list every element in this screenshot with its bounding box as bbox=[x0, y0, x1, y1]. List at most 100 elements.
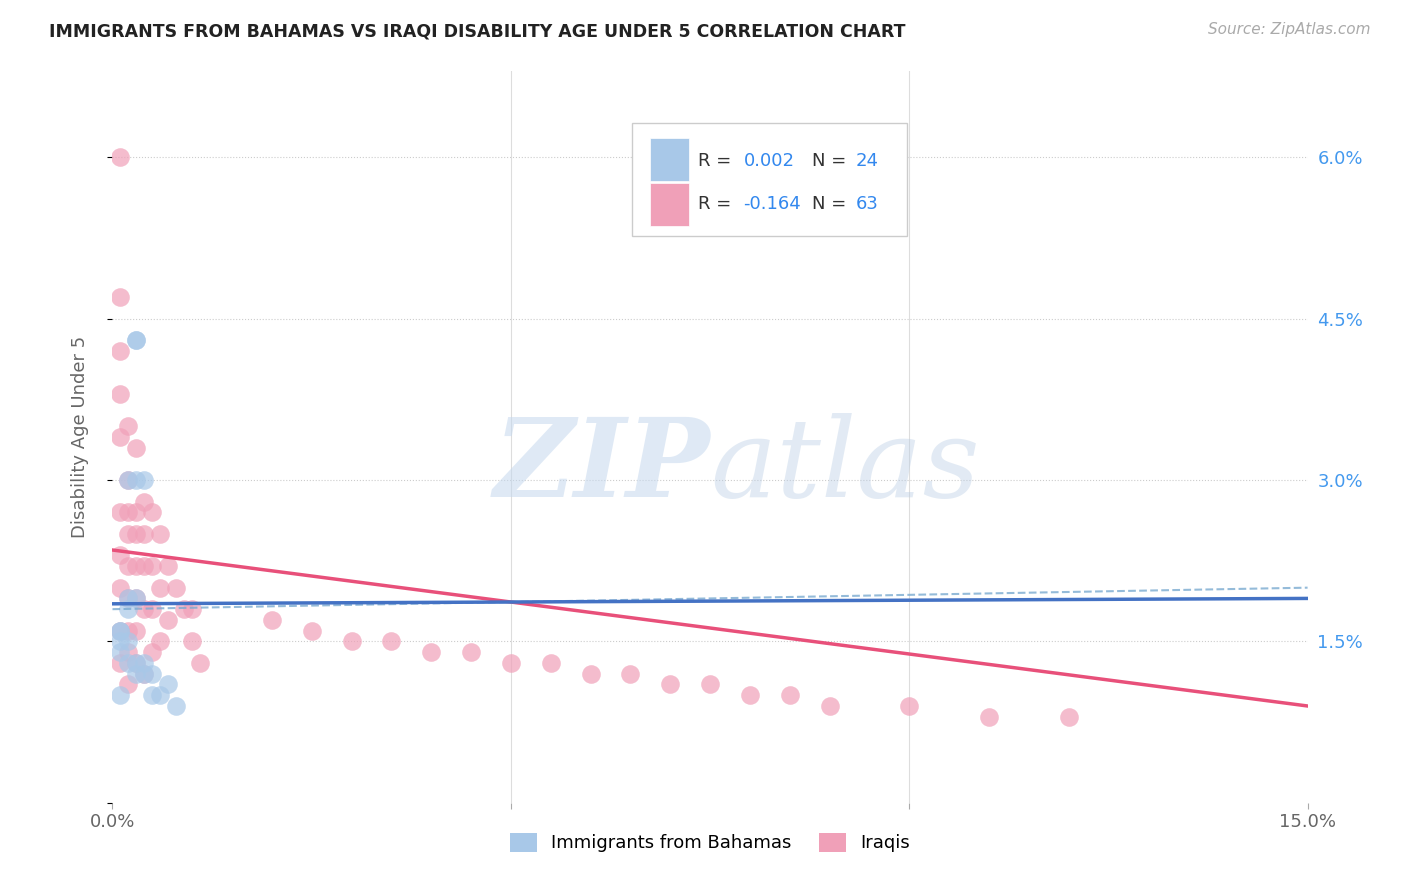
Point bbox=[173, 602, 195, 616]
Point bbox=[134, 473, 156, 487]
FancyBboxPatch shape bbox=[651, 183, 689, 227]
Point bbox=[117, 656, 139, 670]
Point bbox=[117, 559, 139, 574]
Point bbox=[110, 344, 132, 359]
Text: N =: N = bbox=[811, 195, 852, 213]
Point bbox=[579, 666, 602, 681]
Point bbox=[110, 430, 132, 444]
Text: 63: 63 bbox=[856, 195, 879, 213]
Point bbox=[117, 591, 139, 606]
FancyBboxPatch shape bbox=[633, 122, 907, 235]
Point bbox=[125, 591, 148, 606]
Point bbox=[117, 591, 139, 606]
Point bbox=[110, 581, 132, 595]
Point bbox=[110, 624, 132, 638]
Point bbox=[110, 645, 132, 659]
Point bbox=[134, 559, 156, 574]
Point bbox=[125, 333, 148, 347]
Point bbox=[420, 645, 443, 659]
Point bbox=[141, 602, 163, 616]
Point bbox=[619, 666, 641, 681]
Point bbox=[165, 581, 187, 595]
Point bbox=[134, 602, 156, 616]
Point bbox=[117, 473, 139, 487]
Point bbox=[125, 505, 148, 519]
Point bbox=[260, 613, 283, 627]
Point bbox=[110, 549, 132, 563]
Point bbox=[110, 624, 132, 638]
Text: IMMIGRANTS FROM BAHAMAS VS IRAQI DISABILITY AGE UNDER 5 CORRELATION CHART: IMMIGRANTS FROM BAHAMAS VS IRAQI DISABIL… bbox=[49, 22, 905, 40]
Point bbox=[110, 150, 132, 164]
Point bbox=[898, 698, 921, 713]
Point bbox=[157, 559, 180, 574]
Point bbox=[125, 473, 148, 487]
Text: 0.002: 0.002 bbox=[744, 152, 794, 169]
Point bbox=[110, 656, 132, 670]
Text: Source: ZipAtlas.com: Source: ZipAtlas.com bbox=[1208, 22, 1371, 37]
Point bbox=[380, 634, 402, 648]
Point bbox=[117, 677, 139, 691]
Point bbox=[818, 698, 841, 713]
Point bbox=[117, 419, 139, 434]
Point bbox=[117, 645, 139, 659]
Point bbox=[1057, 710, 1080, 724]
Point bbox=[117, 602, 139, 616]
Point bbox=[125, 591, 148, 606]
Point bbox=[157, 677, 180, 691]
Text: 24: 24 bbox=[856, 152, 879, 169]
Point bbox=[110, 624, 132, 638]
Point bbox=[141, 645, 163, 659]
Point bbox=[165, 698, 187, 713]
Point bbox=[141, 666, 163, 681]
Point bbox=[125, 666, 148, 681]
Point bbox=[659, 677, 682, 691]
Point bbox=[134, 666, 156, 681]
Point bbox=[117, 624, 139, 638]
Point bbox=[117, 473, 139, 487]
Point bbox=[499, 656, 522, 670]
Point bbox=[110, 688, 132, 702]
Point bbox=[117, 505, 139, 519]
Point bbox=[738, 688, 761, 702]
Point bbox=[117, 634, 139, 648]
Point bbox=[301, 624, 323, 638]
Legend: Immigrants from Bahamas, Iraqis: Immigrants from Bahamas, Iraqis bbox=[503, 826, 917, 860]
Point bbox=[134, 666, 156, 681]
Point bbox=[117, 527, 139, 541]
Point bbox=[149, 527, 172, 541]
FancyBboxPatch shape bbox=[651, 138, 689, 181]
Point bbox=[141, 559, 163, 574]
Y-axis label: Disability Age Under 5: Disability Age Under 5 bbox=[70, 336, 89, 538]
Point bbox=[125, 559, 148, 574]
Point bbox=[125, 624, 148, 638]
Text: ZIP: ZIP bbox=[494, 413, 710, 520]
Text: N =: N = bbox=[811, 152, 852, 169]
Point bbox=[141, 688, 163, 702]
Point bbox=[125, 441, 148, 455]
Point bbox=[125, 333, 148, 347]
Point bbox=[181, 634, 204, 648]
Point bbox=[340, 634, 363, 648]
Point bbox=[540, 656, 562, 670]
Text: R =: R = bbox=[699, 195, 737, 213]
Point bbox=[977, 710, 1000, 724]
Point bbox=[125, 527, 148, 541]
Point bbox=[699, 677, 721, 691]
Point bbox=[157, 613, 180, 627]
Point bbox=[149, 581, 172, 595]
Point bbox=[110, 634, 132, 648]
Point bbox=[125, 656, 148, 670]
Point bbox=[188, 656, 211, 670]
Point bbox=[134, 527, 156, 541]
Point bbox=[181, 602, 204, 616]
Point bbox=[149, 688, 172, 702]
Point bbox=[110, 505, 132, 519]
Point bbox=[149, 634, 172, 648]
Point bbox=[779, 688, 801, 702]
Text: -0.164: -0.164 bbox=[744, 195, 801, 213]
Text: R =: R = bbox=[699, 152, 737, 169]
Point bbox=[110, 290, 132, 304]
Point bbox=[125, 656, 148, 670]
Point bbox=[134, 494, 156, 508]
Point bbox=[110, 387, 132, 401]
